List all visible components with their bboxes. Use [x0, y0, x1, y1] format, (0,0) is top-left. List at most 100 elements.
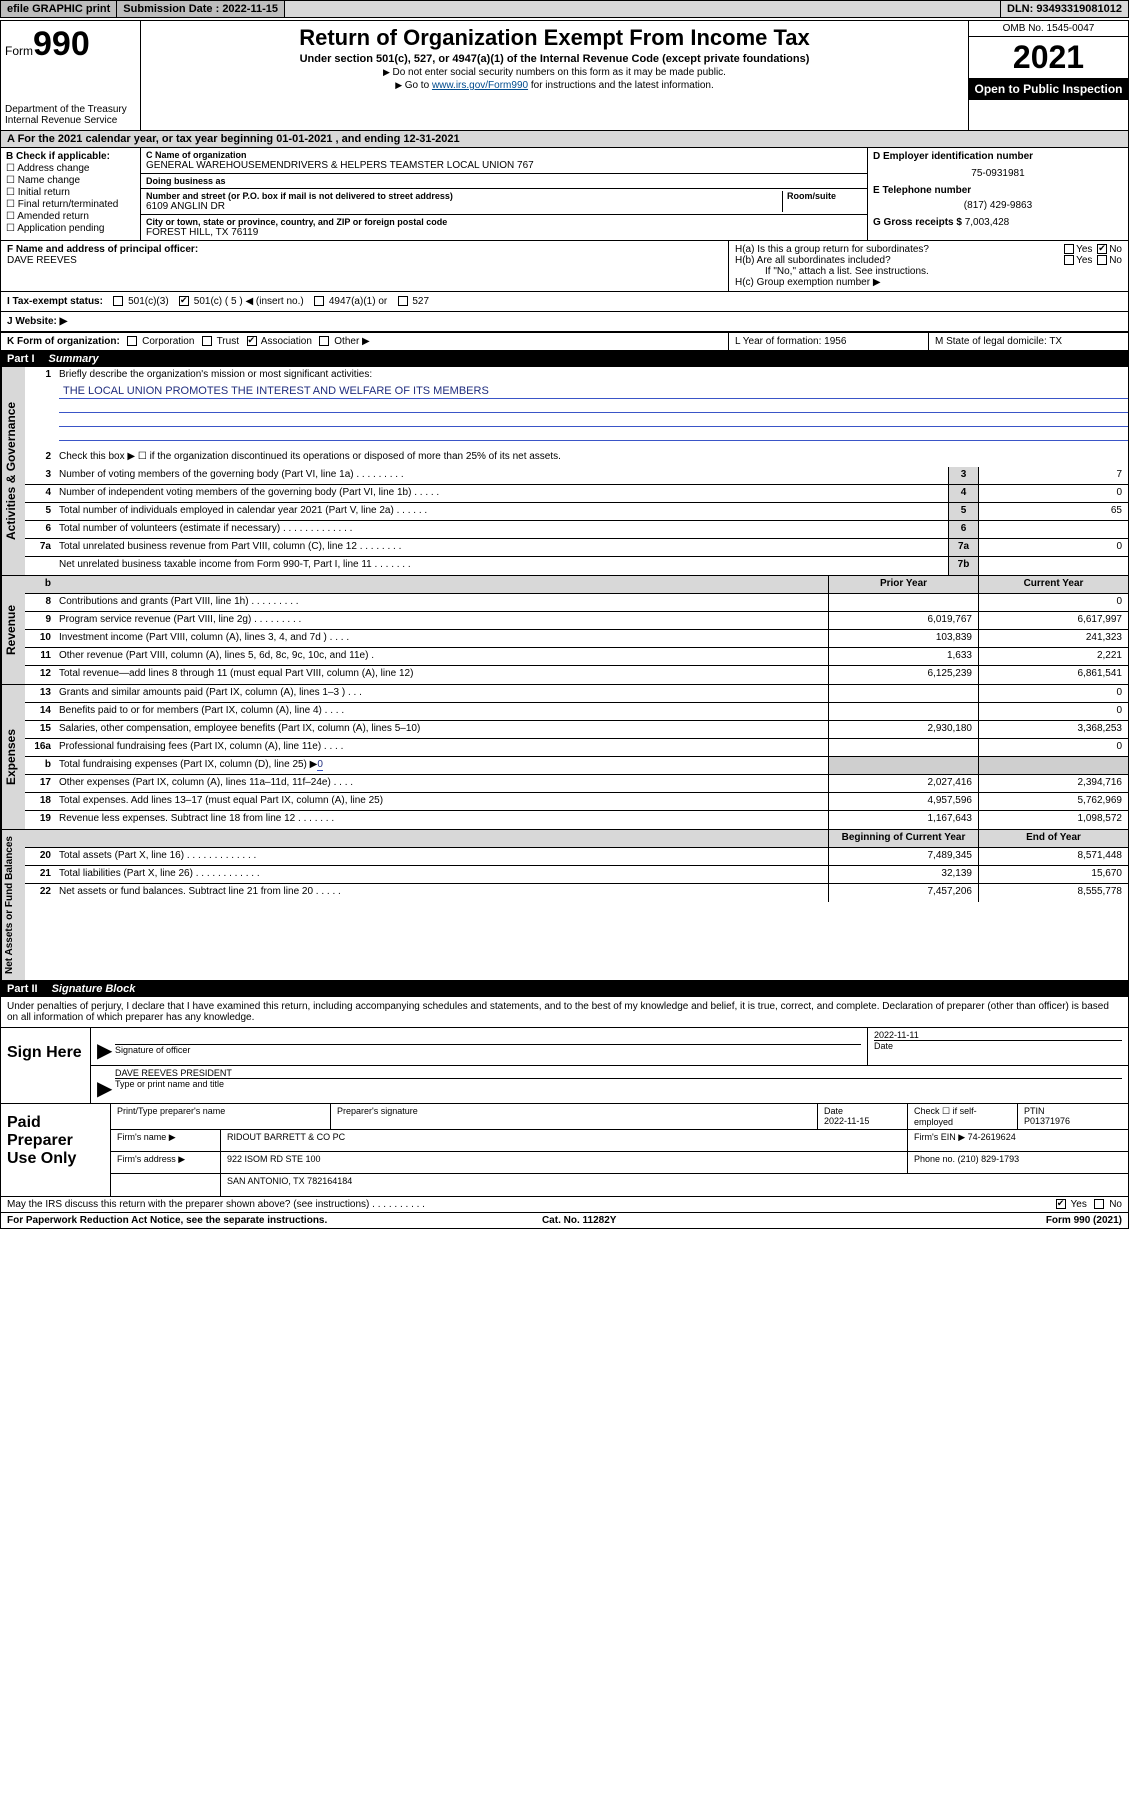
phone-value: (817) 429-9863 — [873, 200, 1123, 211]
mission-blank-2 — [59, 413, 1128, 427]
ssn-note: Do not enter social security numbers on … — [147, 67, 962, 78]
part1-title: Summary — [49, 353, 99, 365]
city-value: FOREST HILL, TX 76119 — [146, 227, 862, 238]
ptin-value: P01371976 — [1024, 1116, 1070, 1126]
row-f-h: F Name and address of principal officer:… — [1, 241, 1128, 292]
l19-prior: 1,167,643 — [828, 811, 978, 829]
form-header: Form990 Department of the Treasury Inter… — [1, 21, 1128, 131]
efile-print-button[interactable]: efile GRAPHIC print — [1, 1, 117, 17]
header-left: Form990 Department of the Treasury Inter… — [1, 21, 141, 130]
l-year: L Year of formation: 1956 — [728, 333, 928, 350]
k-label: K Form of organization: — [7, 336, 120, 347]
k-corp[interactable] — [127, 336, 137, 346]
irs-link[interactable]: www.irs.gov/Form990 — [432, 80, 528, 91]
l21-prior: 32,139 — [828, 866, 978, 883]
section-d: D Employer identification number 75-0931… — [868, 148, 1128, 240]
i-501c[interactable] — [179, 296, 189, 306]
footer-left: For Paperwork Reduction Act Notice, see … — [7, 1215, 327, 1226]
i-4947[interactable] — [314, 296, 324, 306]
l16a-cur: 0 — [978, 739, 1128, 756]
chk-amended[interactable]: Amended return — [6, 211, 135, 222]
omb-number: OMB No. 1545-0047 — [969, 21, 1128, 37]
beg-year-hdr: Beginning of Current Year — [828, 830, 978, 847]
sign-here-label: Sign Here — [1, 1028, 91, 1103]
l3-text: Number of voting members of the governin… — [55, 467, 948, 484]
prep-date-hdr: Date — [824, 1106, 843, 1116]
chk-name-change[interactable]: Name change — [6, 175, 135, 186]
form-990: Form990 Department of the Treasury Inter… — [0, 20, 1129, 1229]
chk-address-change[interactable]: Address change — [6, 163, 135, 174]
l17-prior: 2,027,416 — [828, 775, 978, 792]
hb-no[interactable] — [1097, 255, 1107, 265]
k-trust[interactable] — [202, 336, 212, 346]
l22-prior: 7,457,206 — [828, 884, 978, 902]
chk-initial-return[interactable]: Initial return — [6, 187, 135, 198]
i-501c3[interactable] — [113, 296, 123, 306]
l10-cur: 241,323 — [978, 630, 1128, 647]
city-label: City or town, state or province, country… — [146, 217, 862, 227]
k-opt-1: Trust — [217, 336, 239, 347]
l7b-text: Net unrelated business taxable income fr… — [55, 557, 948, 575]
section-c: C Name of organization GENERAL WAREHOUSE… — [141, 148, 868, 240]
netassets-section: Net Assets or Fund Balances Beginning of… — [1, 830, 1128, 981]
l14-cur: 0 — [978, 703, 1128, 720]
gross-label: G Gross receipts $ — [873, 217, 962, 228]
l1-text: Briefly describe the organization's miss… — [55, 367, 1128, 385]
h-section: H(a) Is this a group return for subordin… — [728, 241, 1128, 291]
l21-cur: 15,670 — [978, 866, 1128, 883]
l13-cur: 0 — [978, 685, 1128, 702]
form-number: 990 — [33, 25, 90, 63]
l13-text: Grants and similar amounts paid (Part IX… — [55, 685, 828, 702]
ha-label: H(a) Is this a group return for subordin… — [735, 244, 929, 255]
row-i: I Tax-exempt status: 501(c)(3) 501(c) ( … — [1, 292, 1128, 312]
gross-value: 7,003,428 — [965, 217, 1010, 228]
l15-text: Salaries, other compensation, employee b… — [55, 721, 828, 738]
l10-prior: 103,839 — [828, 630, 978, 647]
l8-text: Contributions and grants (Part VIII, lin… — [55, 594, 828, 611]
tab-expenses: Expenses — [1, 685, 25, 829]
l20-cur: 8,571,448 — [978, 848, 1128, 865]
department: Department of the Treasury Internal Reve… — [5, 104, 136, 126]
street-label: Number and street (or P.O. box if mail i… — [146, 191, 782, 201]
paid-preparer-block: Paid Preparer Use Only Print/Type prepar… — [1, 1104, 1128, 1197]
k-opt-3: Other ▶ — [334, 336, 369, 347]
principal-officer: F Name and address of principal officer:… — [1, 241, 728, 291]
k-assoc[interactable] — [247, 336, 257, 346]
prep-date: 2022-11-15 — [824, 1116, 869, 1126]
header-right: OMB No. 1545-0047 2021 Open to Public In… — [968, 21, 1128, 130]
perjury-text: Under penalties of perjury, I declare th… — [1, 997, 1128, 1028]
officer-name: DAVE REEVES PRESIDENT — [115, 1068, 1122, 1079]
ha-yes[interactable] — [1064, 244, 1074, 254]
ha-no[interactable] — [1097, 244, 1107, 254]
l21-text: Total liabilities (Part X, line 26) . . … — [55, 866, 828, 883]
l7b-val — [978, 557, 1128, 575]
l13-prior — [828, 685, 978, 702]
k-other[interactable] — [319, 336, 329, 346]
part1-num: Part I — [7, 353, 35, 365]
i-527[interactable] — [398, 296, 408, 306]
hb-yes[interactable] — [1064, 255, 1074, 265]
discuss-yes[interactable] — [1056, 1199, 1066, 1209]
ein-value: 75-0931981 — [873, 168, 1123, 179]
hb-label: H(b) Are all subordinates included? — [735, 255, 891, 266]
no-label: No — [1109, 1199, 1122, 1210]
discuss-no[interactable] — [1094, 1199, 1104, 1209]
m-state: M State of legal domicile: TX — [928, 333, 1128, 350]
tab-revenue: Revenue — [1, 576, 25, 684]
expenses-section: Expenses 13Grants and similar amounts pa… — [1, 685, 1128, 830]
dln: DLN: 93493319081012 — [1000, 1, 1128, 17]
page-footer: For Paperwork Reduction Act Notice, see … — [1, 1213, 1128, 1228]
hb-note: If "No," attach a list. See instructions… — [735, 266, 1122, 277]
chk-final-return[interactable]: Final return/terminated — [6, 199, 135, 210]
paid-preparer-label: Paid Preparer Use Only — [1, 1104, 111, 1196]
chk-app-pending[interactable]: Application pending — [6, 223, 135, 234]
l4-text: Number of independent voting members of … — [55, 485, 948, 502]
form-label: Form — [5, 44, 33, 58]
l14-prior — [828, 703, 978, 720]
l3-val: 7 — [978, 467, 1128, 484]
l16b-prior — [828, 757, 978, 774]
l5-val: 65 — [978, 503, 1128, 520]
revenue-section: Revenue bPrior YearCurrent Year 8Contrib… — [1, 576, 1128, 685]
l12-text: Total revenue—add lines 8 through 11 (mu… — [55, 666, 828, 684]
dba-label: Doing business as — [146, 176, 862, 186]
